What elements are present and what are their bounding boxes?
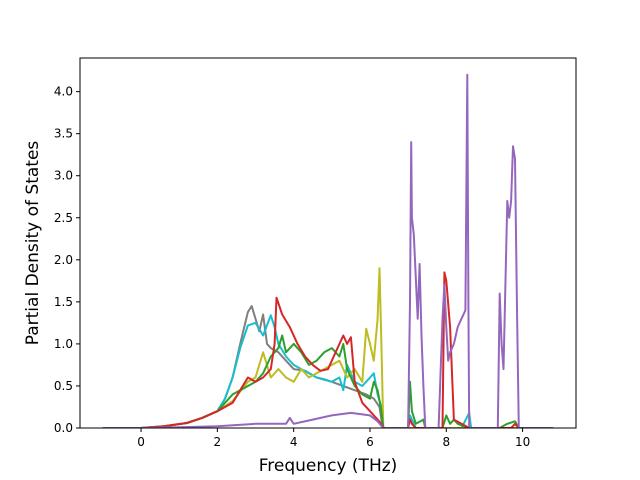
- x-tick-label: 6: [366, 435, 374, 449]
- series-layer: [102, 73, 554, 428]
- y-axis: 0.0 0.5 1.0 1.5 2.0 2.5 3.0 3.5 4.0: [54, 85, 80, 435]
- x-tick-label: 2: [214, 435, 222, 449]
- series-line-6: [102, 73, 554, 428]
- y-tick-label: 0.5: [54, 379, 73, 393]
- x-tick-label: 4: [290, 435, 298, 449]
- x-tick-label: 10: [515, 435, 530, 449]
- y-tick-label: 3.0: [54, 169, 73, 183]
- y-tick-label: 0.0: [54, 421, 73, 435]
- y-tick-label: 2.0: [54, 253, 73, 267]
- x-axis: 0 2 4 6 8 10: [137, 428, 530, 449]
- y-tick-label: 2.5: [54, 211, 73, 225]
- y-tick-label: 4.0: [54, 85, 73, 99]
- plot-frame: [79, 57, 577, 429]
- y-axis-label: Partial Density of States: [23, 141, 43, 346]
- series-line-2: [102, 314, 554, 428]
- y-tick-label: 1.5: [54, 295, 73, 309]
- series-line-5: [102, 271, 554, 428]
- x-tick-label: 0: [137, 435, 145, 449]
- y-tick-label: 3.5: [54, 127, 73, 141]
- x-axis-label: Frequency (THz): [259, 456, 398, 476]
- x-tick-label: 8: [442, 435, 450, 449]
- y-tick-label: 1.0: [54, 337, 73, 351]
